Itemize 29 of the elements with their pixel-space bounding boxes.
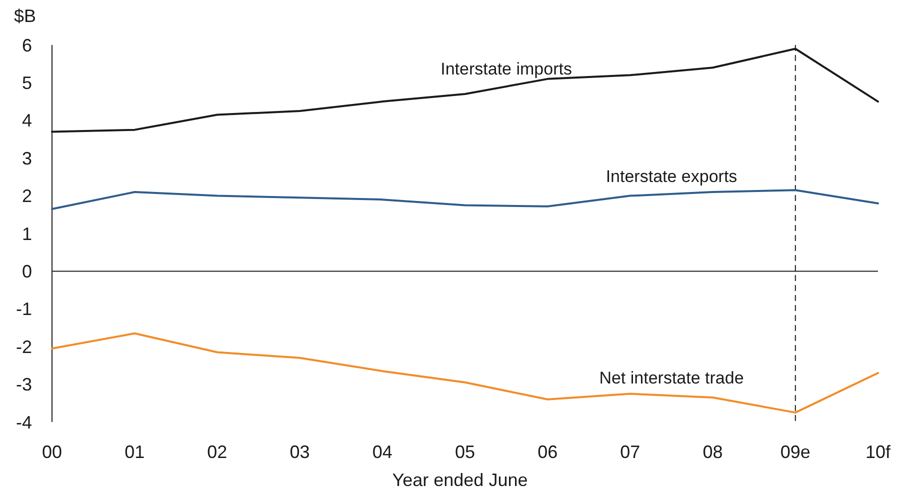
series-label: Net interstate trade xyxy=(599,368,744,388)
line-series xyxy=(51,332,879,414)
y-tick-label: 0 xyxy=(22,262,32,282)
x-tick-label: 10f xyxy=(865,442,892,462)
y-tick-label: 2 xyxy=(22,186,32,206)
y-tick-label: 4 xyxy=(22,110,32,131)
y-axis-title: $B xyxy=(14,6,36,26)
y-tick-label: -2 xyxy=(16,336,32,357)
x-tick-label: 02 xyxy=(207,442,228,462)
x-tick-label: 07 xyxy=(620,442,640,462)
y-tick-label: 6 xyxy=(22,35,32,56)
line-series xyxy=(51,189,879,210)
y-tick-label: 1 xyxy=(22,224,32,244)
x-tick-label: 08 xyxy=(702,442,723,462)
y-tick-label: 3 xyxy=(22,148,32,168)
x-tick-label: 04 xyxy=(372,442,392,462)
x-axis-title: Year ended June xyxy=(392,470,528,490)
x-tick-label: 05 xyxy=(454,442,476,462)
y-tick-label: -1 xyxy=(16,299,32,320)
series-label: Interstate exports xyxy=(606,166,738,186)
x-tick-label: 01 xyxy=(124,442,145,462)
x-tick-label: 06 xyxy=(538,442,558,462)
y-tick-label: 5 xyxy=(22,73,32,93)
x-tick-label: 00 xyxy=(42,442,62,462)
y-tick-label: -4 xyxy=(16,412,32,432)
x-tick-label: 03 xyxy=(290,442,310,462)
x-tick-label: 09e xyxy=(780,442,810,462)
y-tick-label: -3 xyxy=(16,374,32,395)
series-label: Interstate imports xyxy=(440,59,572,78)
